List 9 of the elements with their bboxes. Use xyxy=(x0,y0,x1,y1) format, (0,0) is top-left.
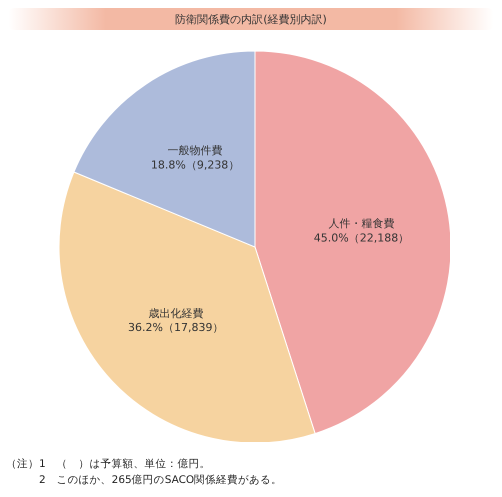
data-label: 36.2%（17,839） xyxy=(128,321,224,334)
slice-label: 一般物件費 xyxy=(168,144,223,158)
data-label: 45.0%（22,188） xyxy=(314,231,410,244)
data-label: 18.8%（9,238） xyxy=(150,158,240,172)
text: （注）1 （ ）は予算額、単位：億円。 xyxy=(6,457,212,472)
slice-label: 歳出化経費 xyxy=(148,306,204,320)
chart-title: 防衛関係費の内訳(経費別内訳) xyxy=(175,12,327,26)
text: 2 このほか、265億円のSACO関係経費がある。 xyxy=(38,473,282,488)
slice-label: 人件・糧食費 xyxy=(328,216,394,230)
